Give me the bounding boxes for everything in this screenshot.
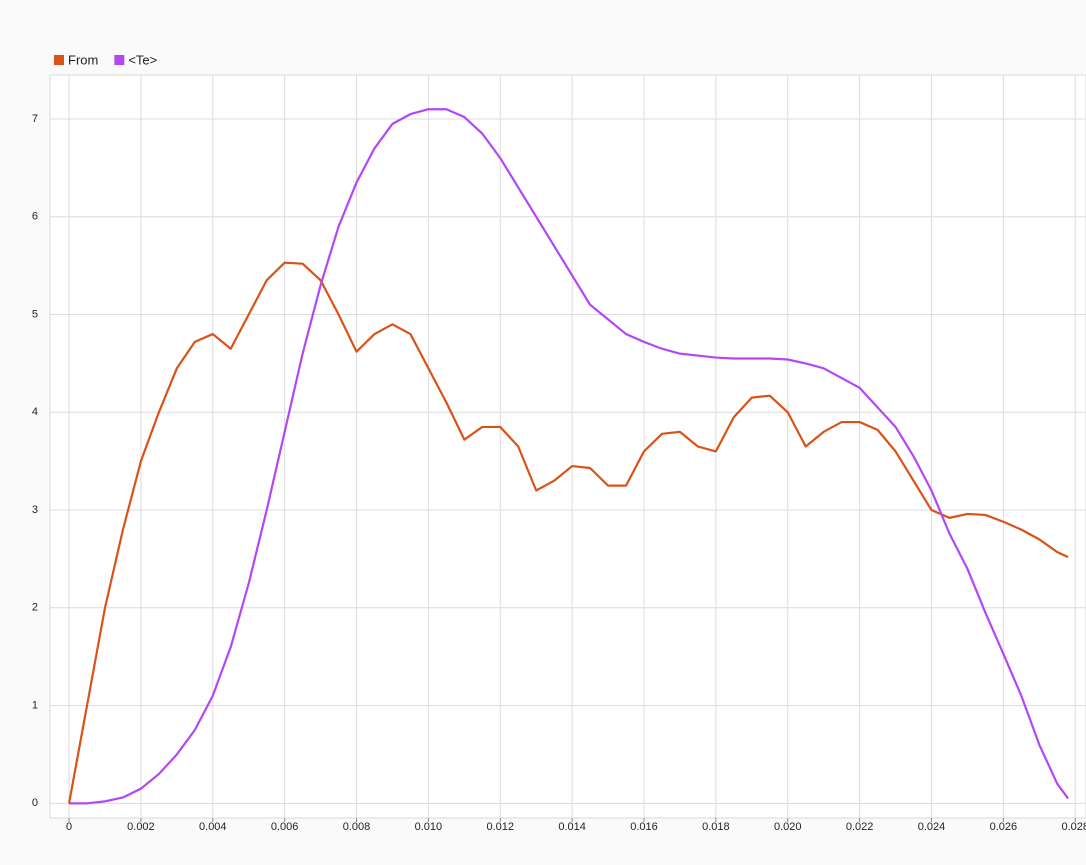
legend: From <Te>	[54, 52, 157, 67]
series-line	[67, 261, 1069, 804]
y-tick-label: 4	[32, 406, 38, 418]
x-tick-label: 0.020	[774, 821, 802, 833]
x-tick-label: 0.010	[415, 821, 443, 833]
x-tick-label: 0.022	[846, 821, 874, 833]
x-tick-label: 0	[66, 821, 72, 833]
y-tick-label: 5	[32, 308, 38, 320]
y-tick-label: 7	[32, 113, 38, 125]
y-tick-label: 6	[32, 211, 38, 223]
x-tick-label: 0.008	[343, 821, 371, 833]
x-tick-label: 0.018	[702, 821, 730, 833]
legend-label: From	[68, 52, 98, 67]
legend-swatch	[54, 55, 64, 65]
x-tick-label: 0.002	[127, 821, 155, 833]
legend-label: <Te>	[128, 52, 157, 67]
x-tick-label: 0.012	[486, 821, 514, 833]
x-tick-label: 0.028	[1061, 821, 1086, 833]
x-tick-label: 0.014	[558, 821, 586, 833]
y-tick-label: 3	[32, 504, 38, 516]
x-tick-label: 0.016	[630, 821, 658, 833]
x-tick-label: 0.004	[199, 821, 227, 833]
x-tick-label: 0.024	[918, 821, 946, 833]
x-tick-label: 0.026	[990, 821, 1018, 833]
y-tick-label: 0	[32, 797, 38, 809]
plot-area	[49, 74, 1086, 819]
y-tick-label: 2	[32, 602, 38, 614]
series-line	[69, 108, 1069, 805]
legend-swatch	[114, 55, 125, 65]
y-tick-label: 1	[32, 699, 38, 711]
x-tick-label: 0.006	[271, 821, 299, 833]
